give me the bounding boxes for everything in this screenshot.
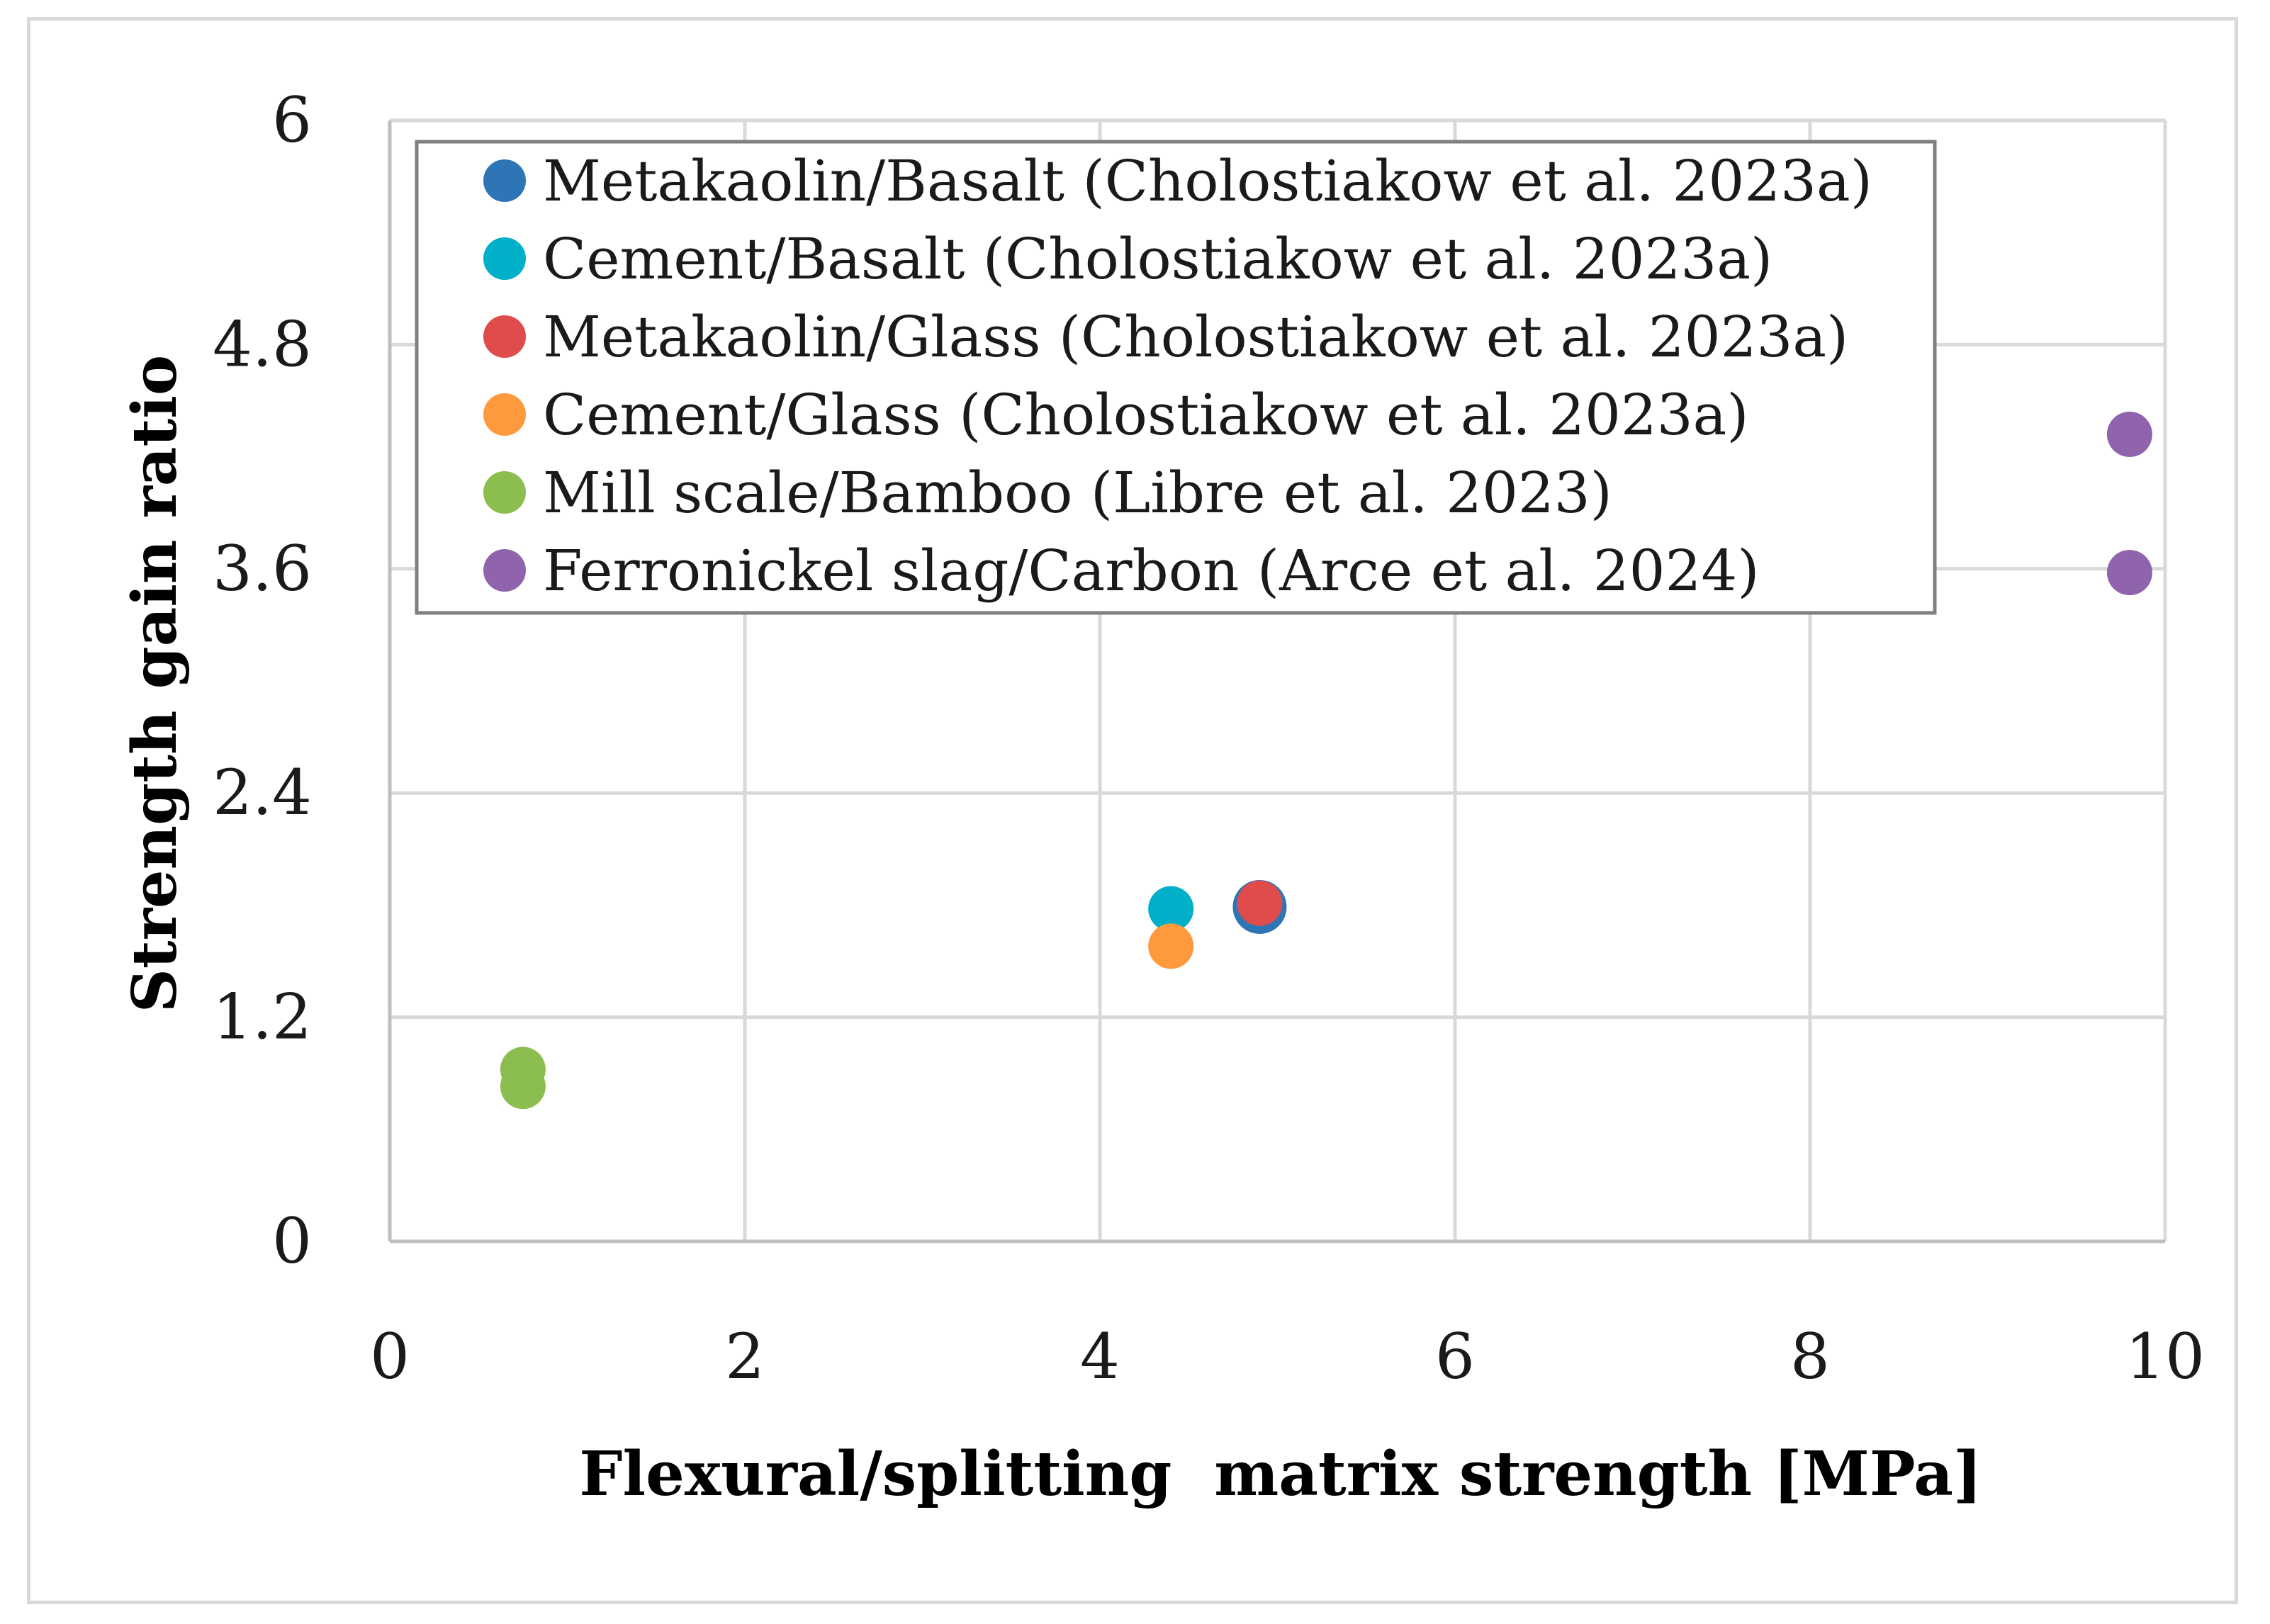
- legend-marker: [483, 471, 526, 514]
- legend-marker: [483, 315, 526, 358]
- x-tick-label: 8: [1790, 1320, 1830, 1393]
- axes: [388, 120, 2165, 1244]
- legend-label: Metakaolin/Basalt (Cholostiakow et al. 2…: [543, 148, 1872, 214]
- legend-box: [415, 140, 1937, 615]
- legend-label: Cement/Basalt (Cholostiakow et al. 2023a…: [543, 226, 1772, 292]
- legend-marker: [483, 237, 526, 280]
- legend-marker: [483, 159, 526, 202]
- data-point: [1148, 923, 1194, 969]
- y-tick-label: 2.4: [213, 756, 312, 829]
- legend-label: Metakaolin/Glass (Cholostiakow et al. 20…: [543, 304, 1848, 370]
- tick-labels: 0 1.2 2.4 3.6 4.8 6 0 2 4 6 8 10: [213, 84, 2205, 1393]
- x-tick-label: 4: [1080, 1320, 1120, 1393]
- x-axis-title: Flexural/splitting matrix strength [MPa]: [579, 1438, 1982, 1510]
- y-tick-label: 3.6: [213, 532, 312, 605]
- y-axis-title: Strength gain ratio: [119, 355, 191, 1013]
- legend: Metakaolin/Basalt (Cholostiakow et al. 2…: [415, 140, 1937, 615]
- data-point: [2106, 550, 2152, 596]
- x-tick-label: 6: [1435, 1320, 1475, 1393]
- legend-label: Ferronickel slag/Carbon (Arce et al. 202…: [543, 538, 1760, 604]
- data-point: [1148, 886, 1194, 932]
- y-tick-label: 4.8: [213, 308, 312, 380]
- data-point: [1237, 880, 1283, 926]
- legend-marker: [483, 393, 526, 436]
- x-tick-label: 2: [725, 1320, 765, 1393]
- data-point: [2106, 411, 2152, 457]
- y-tick-label: 1.2: [213, 981, 312, 1054]
- data-points: [500, 411, 2152, 1110]
- x-tick-label: 0: [370, 1320, 410, 1393]
- legend-marker: [483, 549, 526, 592]
- data-point: [500, 1064, 546, 1110]
- y-tick-label: 0: [272, 1205, 312, 1278]
- y-tick-label: 6: [272, 84, 312, 157]
- legend-label: Mill scale/Bamboo (Libre et al. 2023): [543, 460, 1612, 526]
- legend-label: Cement/Glass (Cholostiakow et al. 2023a): [543, 382, 1749, 448]
- x-tick-label: 10: [2125, 1320, 2205, 1393]
